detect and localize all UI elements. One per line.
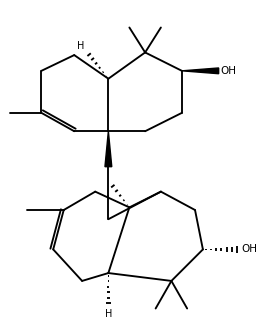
Text: H: H [105, 309, 112, 319]
Text: OH: OH [220, 66, 236, 76]
Text: H: H [77, 41, 84, 51]
Polygon shape [105, 131, 112, 167]
Text: OH: OH [241, 244, 257, 254]
Polygon shape [182, 68, 219, 74]
